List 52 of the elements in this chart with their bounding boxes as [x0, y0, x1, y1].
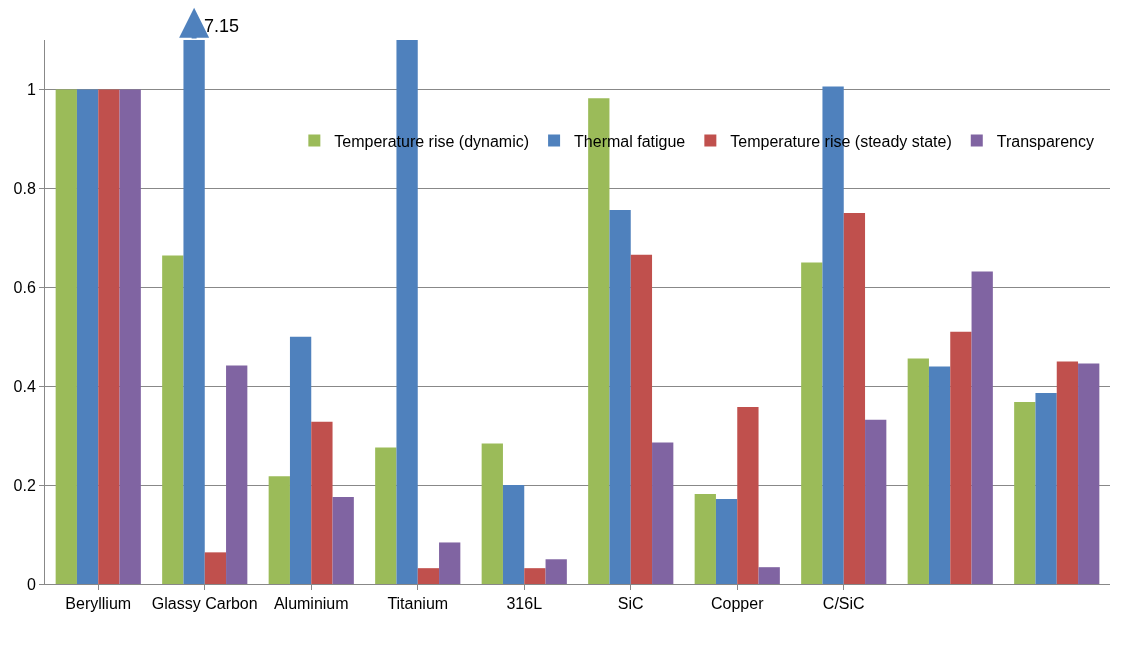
bar [715, 498, 738, 584]
bar [1056, 361, 1079, 584]
x-tick-label: Glassy Carbon [151, 595, 258, 613]
bar [204, 552, 227, 584]
bar [609, 210, 631, 584]
x-tick-label: Titanium [387, 595, 449, 613]
bar [971, 271, 993, 584]
bar [481, 443, 503, 584]
bar [332, 496, 354, 584]
y-tick-label: 1 [26, 81, 36, 99]
bar [758, 567, 780, 584]
annotation: 7.15 [204, 16, 240, 36]
x-tick-label: SiC [617, 595, 644, 613]
bar [652, 442, 674, 584]
bar [311, 421, 333, 584]
y-tick-label: 0 [26, 575, 36, 593]
bar [630, 254, 653, 584]
x-tick-label: 316L [506, 595, 543, 613]
bar [119, 89, 141, 584]
bar [162, 255, 184, 584]
bar [1078, 363, 1100, 584]
bar [545, 559, 567, 584]
bar [928, 366, 951, 584]
bar [55, 89, 77, 584]
bar [950, 331, 972, 584]
bar [502, 485, 525, 584]
bar [417, 568, 440, 584]
bar [801, 262, 823, 584]
x-tick-label: Copper [711, 595, 765, 613]
bar [865, 419, 887, 584]
y-tick-label: 0.4 [13, 377, 36, 395]
bar [907, 358, 929, 584]
x-tick-label: C/SiC [822, 595, 865, 613]
bar [737, 406, 759, 584]
y-tick-label: 0.6 [13, 278, 36, 296]
bar [524, 568, 546, 584]
bar [694, 493, 716, 584]
bar [375, 447, 397, 584]
x-tick-label: Beryllium [65, 595, 132, 613]
bar [76, 89, 99, 584]
bar [98, 89, 120, 584]
legend-label: Transparency [996, 132, 1095, 150]
y-tick-label: 0.2 [13, 476, 36, 494]
y-tick-label: 0.8 [13, 179, 36, 197]
bar [289, 336, 312, 584]
bar [268, 476, 290, 584]
bar [439, 542, 461, 584]
bar [1035, 393, 1057, 584]
bar [226, 365, 248, 584]
bar [1014, 402, 1036, 584]
bar [843, 213, 866, 584]
x-tick-label: Aluminium [273, 595, 349, 613]
